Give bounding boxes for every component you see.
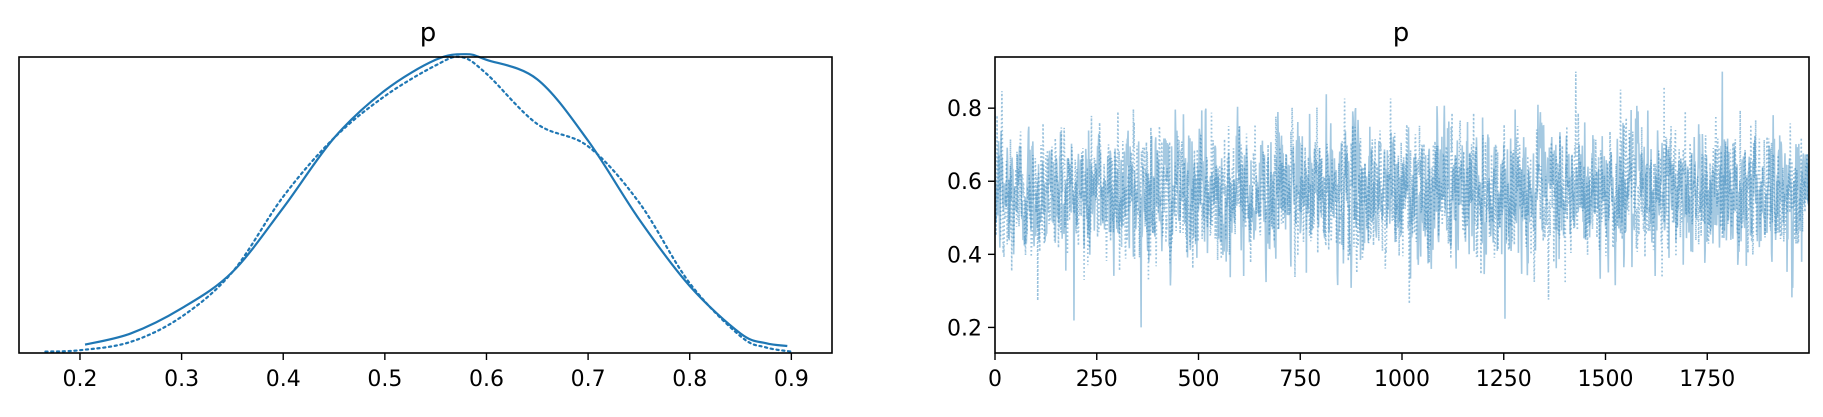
trace-panel: p 0 250 500 750 1000 1250 1500 1750 0.20.40.60.…: [947, 18, 1810, 392]
trace-x-tick-label: 1750: [1679, 367, 1735, 392]
trace-x-tick-label: 1500: [1578, 367, 1634, 392]
density-x-tick-label: 0.6: [469, 367, 504, 392]
density-x-ticks: 0.2 0.3 0.4 0.5 0.6 0.7 0.8 0.9: [62, 353, 809, 392]
density-x-tick-label: 0.9: [774, 367, 809, 392]
trace-y-tick-label: 0.6: [947, 170, 982, 195]
density-x-tick-label: 0.5: [367, 367, 402, 392]
trace-series-solid: [995, 71, 1809, 328]
density-x-tick-label: 0.7: [571, 367, 606, 392]
trace-x-tick-label: 0: [988, 367, 1002, 392]
density-x-tick-label: 0.4: [266, 367, 301, 392]
density-lines: [44, 53, 793, 353]
trace-lines: [995, 71, 1809, 328]
density-axes-frame: [18, 56, 833, 354]
density-panel: p 0.2 0.3 0.4 0.5 0.6 0.7 0.8 0.9: [18, 18, 833, 392]
density-series-solid: [84, 53, 788, 348]
trace-title: p: [1393, 18, 1410, 48]
trace-x-tick-label: 1000: [1374, 367, 1430, 392]
density-x-tick-label: 0.2: [62, 367, 97, 392]
density-x-tick-label: 0.3: [164, 367, 199, 392]
trace-y-tick-label: 0.8: [947, 97, 982, 122]
trace-y-tick-label: 0.4: [947, 243, 982, 268]
density-x-tick-label: 0.8: [672, 367, 707, 392]
trace-x-tick-label: 750: [1279, 367, 1321, 392]
density-series-dotted: [44, 55, 793, 353]
trace-y-tick-label: 0.2: [947, 316, 982, 341]
trace-x-tick-label: 500: [1178, 367, 1220, 392]
trace-y-ticks: 0.2 0.4 0.6 0.8: [947, 97, 995, 341]
trace-series-dotted: [995, 71, 1809, 304]
density-title: p: [420, 18, 437, 48]
trace-x-tick-label: 250: [1076, 367, 1118, 392]
trace-x-tick-label: 1250: [1476, 367, 1532, 392]
trace-x-ticks: 0 250 500 750 1000 1250 1500 1750: [988, 353, 1735, 392]
